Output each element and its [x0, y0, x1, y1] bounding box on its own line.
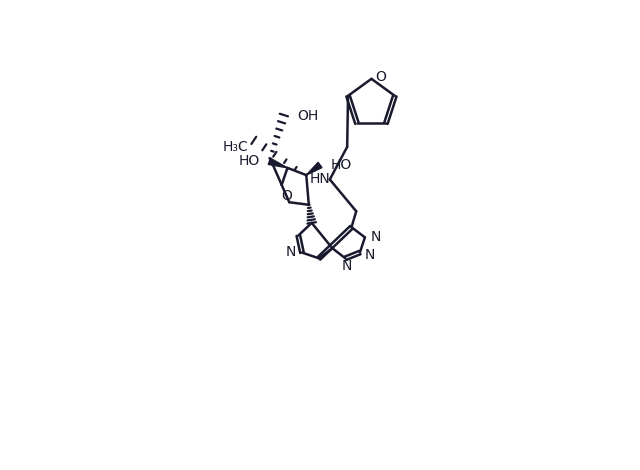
- Text: N: N: [365, 248, 375, 262]
- Text: O: O: [281, 189, 292, 203]
- Text: N: N: [286, 245, 296, 259]
- Text: HN: HN: [309, 172, 330, 186]
- Text: O: O: [376, 70, 387, 85]
- Polygon shape: [307, 162, 322, 175]
- Text: H₃C: H₃C: [223, 140, 249, 154]
- Text: HO: HO: [239, 154, 260, 168]
- Text: N: N: [371, 230, 381, 243]
- Text: N: N: [342, 259, 352, 273]
- Text: HO: HO: [330, 157, 351, 172]
- Text: OH: OH: [298, 110, 319, 124]
- Polygon shape: [268, 158, 287, 168]
